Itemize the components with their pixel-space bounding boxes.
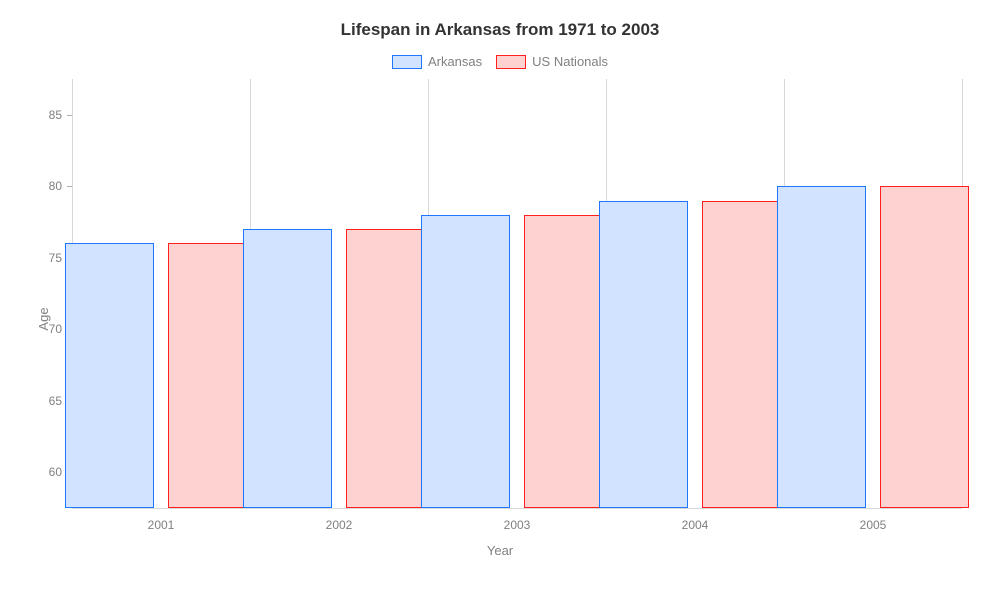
bar [421,215,510,508]
plot-area: 60657075808520012002200320042005 [72,79,962,509]
xtick-label: 2003 [504,508,531,532]
plot-wrap: 60657075808520012002200320042005 [72,79,962,509]
xtick-label: 2001 [148,508,175,532]
chart-title: Lifespan in Arkansas from 1971 to 2003 [20,20,980,40]
ytick-mark [67,186,72,187]
chart-container: Lifespan in Arkansas from 1971 to 2003 A… [0,0,1000,600]
legend-swatch [496,55,526,69]
bar [599,201,688,508]
xtick-label: 2002 [326,508,353,532]
bar [65,243,154,508]
xtick-label: 2004 [682,508,709,532]
legend-swatch [392,55,422,69]
bar [777,186,866,508]
legend: Arkansas US Nationals [20,54,980,69]
bar [880,186,969,508]
x-axis-title: Year [20,543,980,558]
ytick-mark [67,115,72,116]
legend-label: Arkansas [428,54,482,69]
bar [243,229,332,508]
legend-item: Arkansas [392,54,482,69]
legend-item: US Nationals [496,54,608,69]
xtick-label: 2005 [860,508,887,532]
legend-label: US Nationals [532,54,608,69]
